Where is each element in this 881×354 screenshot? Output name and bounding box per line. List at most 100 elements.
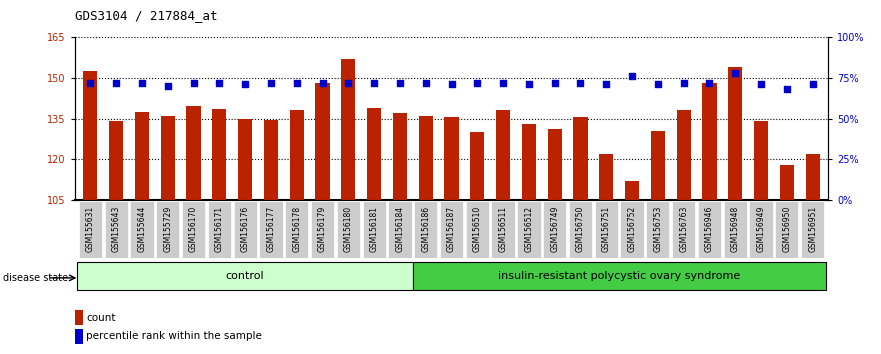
Text: GSM156753: GSM156753 [654, 206, 663, 252]
Bar [729, 67, 743, 200]
Bar [780, 165, 794, 200]
Text: GSM156946: GSM156946 [705, 206, 714, 252]
Text: GSM156950: GSM156950 [782, 206, 791, 252]
Point [367, 80, 381, 86]
Text: GSM155729: GSM155729 [163, 206, 173, 252]
FancyBboxPatch shape [362, 201, 386, 258]
Text: GSM156180: GSM156180 [344, 206, 352, 252]
Text: GSM156176: GSM156176 [241, 206, 249, 252]
Point [780, 86, 794, 92]
Bar [160, 116, 174, 200]
Point [444, 81, 458, 87]
Bar [84, 71, 98, 200]
Point [677, 80, 691, 86]
Point [238, 81, 252, 87]
FancyBboxPatch shape [723, 201, 747, 258]
Bar [290, 110, 304, 200]
Text: disease state: disease state [3, 273, 68, 283]
FancyBboxPatch shape [259, 201, 283, 258]
FancyBboxPatch shape [750, 201, 773, 258]
Bar [599, 154, 613, 200]
Point [496, 80, 510, 86]
Text: GSM156184: GSM156184 [396, 206, 404, 252]
Point [135, 80, 149, 86]
FancyBboxPatch shape [78, 262, 413, 290]
Point [522, 81, 536, 87]
FancyBboxPatch shape [595, 201, 618, 258]
Text: percentile rank within the sample: percentile rank within the sample [86, 331, 262, 341]
Text: GSM156750: GSM156750 [576, 206, 585, 252]
Bar [341, 59, 355, 200]
Text: GSM156177: GSM156177 [266, 206, 276, 252]
FancyBboxPatch shape [389, 201, 411, 258]
Bar [805, 154, 819, 200]
Text: GSM156170: GSM156170 [189, 206, 198, 252]
Bar [315, 83, 329, 200]
Bar [418, 116, 433, 200]
FancyBboxPatch shape [647, 201, 670, 258]
FancyBboxPatch shape [620, 201, 644, 258]
FancyBboxPatch shape [337, 201, 360, 258]
Bar [651, 131, 665, 200]
FancyBboxPatch shape [130, 201, 153, 258]
FancyBboxPatch shape [801, 201, 825, 258]
Text: GSM156751: GSM156751 [602, 206, 611, 252]
Point [470, 80, 485, 86]
Bar [212, 109, 226, 200]
Point [651, 81, 665, 87]
Bar [496, 110, 510, 200]
Bar [702, 83, 716, 200]
Point [187, 80, 201, 86]
FancyBboxPatch shape [156, 201, 180, 258]
FancyBboxPatch shape [775, 201, 798, 258]
Text: control: control [226, 271, 264, 281]
Point [729, 70, 743, 76]
Point [625, 73, 639, 79]
Bar [135, 112, 149, 200]
Bar [367, 108, 381, 200]
Bar [470, 132, 485, 200]
FancyBboxPatch shape [311, 201, 334, 258]
Text: GSM156511: GSM156511 [499, 206, 507, 252]
Text: GSM156948: GSM156948 [730, 206, 740, 252]
FancyBboxPatch shape [517, 201, 541, 258]
FancyBboxPatch shape [440, 201, 463, 258]
Bar [75, 329, 83, 343]
FancyBboxPatch shape [466, 201, 489, 258]
Point [599, 81, 613, 87]
Point [548, 80, 562, 86]
Text: GSM156171: GSM156171 [215, 206, 224, 252]
Text: GSM156749: GSM156749 [551, 206, 559, 252]
FancyBboxPatch shape [414, 201, 437, 258]
Point [702, 80, 716, 86]
Point [341, 80, 355, 86]
Text: GSM156763: GSM156763 [679, 206, 688, 252]
FancyBboxPatch shape [413, 262, 825, 290]
Point [754, 81, 768, 87]
Bar [393, 113, 407, 200]
Point [160, 83, 174, 89]
Point [264, 80, 278, 86]
FancyBboxPatch shape [492, 201, 515, 258]
Text: GSM156187: GSM156187 [447, 206, 456, 252]
Point [212, 80, 226, 86]
FancyBboxPatch shape [672, 201, 695, 258]
Text: GSM156181: GSM156181 [370, 206, 379, 252]
FancyBboxPatch shape [208, 201, 231, 258]
Bar [238, 119, 252, 200]
Bar [754, 121, 768, 200]
FancyBboxPatch shape [569, 201, 592, 258]
Bar [75, 310, 83, 325]
Bar [109, 121, 123, 200]
Text: GSM156510: GSM156510 [473, 206, 482, 252]
FancyBboxPatch shape [233, 201, 256, 258]
Bar [625, 181, 640, 200]
Point [393, 80, 407, 86]
Bar [548, 130, 562, 200]
Point [109, 80, 123, 86]
FancyBboxPatch shape [285, 201, 308, 258]
Text: GSM155631: GSM155631 [85, 206, 95, 252]
Text: GSM155643: GSM155643 [112, 206, 121, 252]
FancyBboxPatch shape [698, 201, 721, 258]
Bar [522, 124, 536, 200]
